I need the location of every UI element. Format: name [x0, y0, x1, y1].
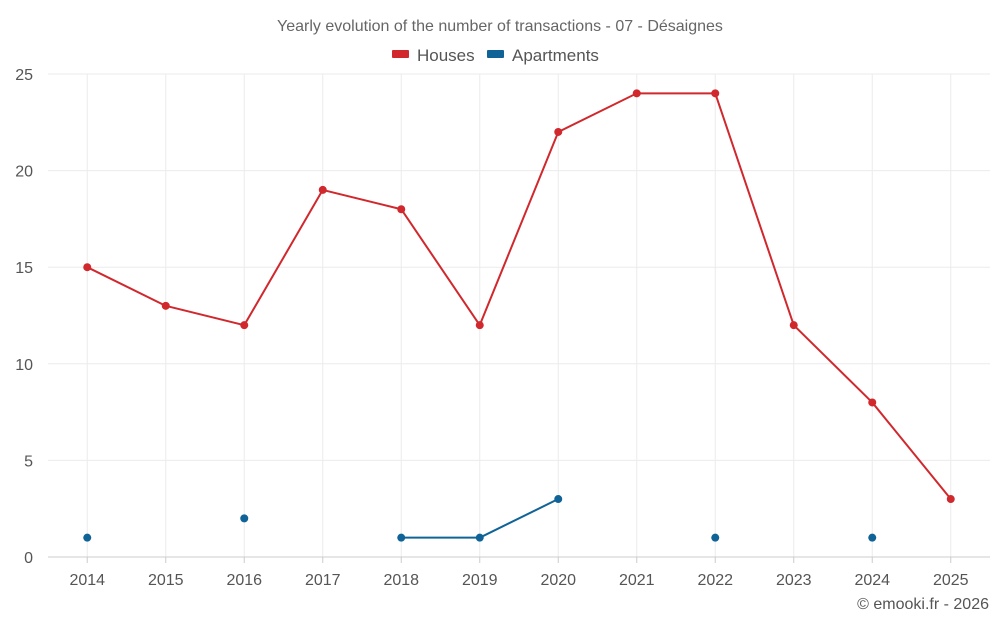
houses-point[interactable]: [554, 127, 563, 136]
y-tick-label: 10: [15, 357, 33, 374]
series: [83, 89, 955, 542]
apartments-point[interactable]: [240, 514, 249, 523]
legend-item-houses[interactable]: Houses: [392, 46, 475, 65]
apartments-point[interactable]: [868, 533, 877, 542]
houses-point[interactable]: [397, 205, 406, 214]
y-tick-label: 15: [15, 260, 33, 277]
x-tick-label: 2015: [148, 572, 184, 589]
x-tick-label: 2021: [619, 572, 655, 589]
apartments-point[interactable]: [83, 533, 92, 542]
legend-item-apartments[interactable]: Apartments: [487, 46, 599, 65]
grid: [48, 73, 990, 557]
legend-label-apartments: Apartments: [512, 46, 599, 65]
houses-point[interactable]: [161, 301, 170, 310]
x-tick-label: 2017: [305, 572, 341, 589]
x-tick-label: 2018: [383, 572, 419, 589]
legend-label-houses: Houses: [417, 46, 475, 65]
houses-point[interactable]: [240, 321, 249, 330]
credit-text: © emooki.fr - 2026: [857, 596, 989, 613]
y-tick-label: 20: [15, 164, 33, 181]
x-tick-label: 2014: [69, 572, 105, 589]
x-tick-label: 2016: [226, 572, 262, 589]
houses-line: [86, 92, 952, 500]
legend: Houses Apartments: [392, 46, 599, 65]
apartments-point[interactable]: [711, 533, 720, 542]
houses-point[interactable]: [83, 263, 92, 272]
x-tick-label: 2024: [854, 572, 890, 589]
y-tick-label: 25: [15, 67, 33, 84]
chart-title: Yearly evolution of the number of transa…: [277, 18, 723, 35]
houses-point[interactable]: [475, 321, 484, 330]
legend-swatch-apartments: [487, 50, 504, 58]
x-tick-label: 2020: [540, 572, 576, 589]
apartments-point[interactable]: [554, 495, 563, 504]
x-tick-label: 2023: [776, 572, 812, 589]
x-tick-label: 2022: [697, 572, 733, 589]
houses-point[interactable]: [711, 89, 720, 98]
houses-point[interactable]: [632, 89, 641, 98]
x-tick-label: 2025: [933, 572, 969, 589]
x-tick-label: 2019: [462, 572, 498, 589]
legend-swatch-houses: [392, 50, 409, 58]
apartments-point[interactable]: [397, 533, 406, 542]
y-tick-label: 5: [24, 453, 33, 470]
apartments-series: [83, 495, 877, 542]
houses-point[interactable]: [946, 495, 955, 504]
y-tick-label: 0: [24, 550, 33, 567]
houses-series: [83, 89, 955, 504]
houses-point[interactable]: [789, 321, 798, 330]
apartments-point[interactable]: [475, 533, 484, 542]
houses-point[interactable]: [318, 185, 327, 194]
houses-point[interactable]: [868, 398, 877, 407]
